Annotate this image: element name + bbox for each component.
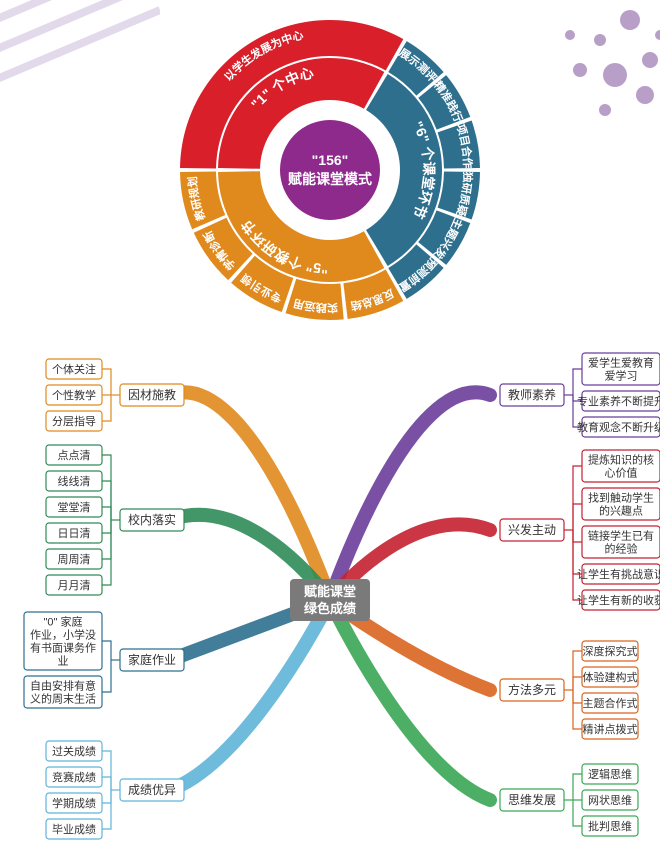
leaf-connector	[102, 790, 111, 829]
leaf-connector	[102, 641, 111, 660]
leaf-connector	[573, 774, 582, 800]
branch-label: 思维发展	[508, 792, 556, 807]
leaf-text: 堂堂清	[58, 501, 91, 514]
center-text-1: 赋能课堂	[304, 584, 356, 599]
leaf-connector	[102, 395, 111, 421]
core-circle	[280, 120, 380, 220]
leaf-text: 毕业成绩	[52, 823, 96, 836]
leaf-connector	[102, 751, 111, 790]
leaf-text: 让学生有新的收获	[577, 593, 660, 607]
leaf-connector	[102, 507, 111, 520]
decoration-top-right	[500, 0, 660, 160]
decoration-top-left	[0, 0, 160, 140]
leaf-connector	[102, 455, 111, 520]
leaf-text: 找到触动学生	[588, 491, 654, 505]
center-text-2: 绿色成绩	[304, 601, 356, 616]
core-text-2: 赋能课堂模式	[288, 171, 372, 187]
leaf-text: 个体关注	[52, 362, 96, 376]
leaf-connector	[102, 481, 111, 520]
leaf-connector	[573, 369, 582, 395]
leaf-text: 过关成绩	[52, 744, 96, 758]
leaf-text: 个性教学	[52, 388, 96, 402]
leaf-text: 周周清	[58, 553, 91, 566]
leaf-text: 心价值	[605, 467, 638, 480]
leaf-text: 义的周末生活	[30, 692, 96, 706]
leaf-text: 日日清	[58, 527, 91, 540]
branch-label: 方法多元	[508, 682, 556, 697]
leaf-text: 有书面课务作	[30, 641, 96, 655]
leaf-connector	[573, 690, 582, 729]
branch-label: 成绩优异	[128, 783, 176, 797]
leaf-text: 线线清	[58, 474, 91, 488]
leaf-text: 分层指导	[52, 414, 96, 428]
leaf-text: 链接学生已有	[588, 529, 654, 543]
leaf-connector	[573, 651, 582, 690]
leaf-connector	[573, 466, 582, 530]
branch-label: 家庭作业	[128, 652, 176, 667]
leaf-connector	[102, 520, 111, 585]
leaf-connector	[102, 369, 111, 395]
leaf-connector	[573, 530, 582, 600]
leaf-connector	[102, 520, 111, 559]
branch-label: 教师素养	[508, 387, 556, 402]
leaf-text: "0" 家庭	[44, 615, 83, 629]
leaf-connector	[102, 660, 111, 692]
leaf-text: 逻辑思维	[588, 767, 632, 781]
leaf-text: 提炼知识的核	[588, 453, 654, 467]
leaf-connector	[102, 520, 111, 533]
leaf-connector	[573, 504, 582, 530]
leaf-text: 批判思维	[588, 819, 632, 833]
leaf-text: 竞赛成绩	[52, 770, 96, 784]
leaf-text: 精讲点拨式	[583, 722, 638, 736]
leaf-text: 主题合作式	[583, 696, 638, 710]
leaf-text: 月月清	[58, 579, 91, 592]
leaf-text: 深度探究式	[583, 644, 638, 658]
leaf-text: 专业素养不断提升	[577, 394, 660, 408]
leaf-text: 爱学习	[605, 369, 638, 383]
leaf-text: 爱学生爱教育	[588, 356, 654, 370]
leaf-text: 业	[58, 655, 69, 668]
branch-label: 兴发主动	[508, 522, 556, 537]
leaf-text: 的经验	[605, 542, 638, 556]
leaf-connector	[573, 677, 582, 690]
mindmap-curve	[330, 600, 490, 800]
leaf-connector	[573, 800, 582, 826]
branch-label: 因材施教	[128, 387, 176, 402]
leaf-text: 作业，小学没	[30, 628, 96, 642]
leaf-connector	[573, 690, 582, 703]
leaf-text: 网状思维	[588, 793, 632, 807]
leaf-text: 学期成绩	[52, 796, 96, 810]
core-text-1: "156"	[312, 152, 349, 168]
branch-label: 校内落实	[128, 512, 176, 527]
leaf-connector	[573, 530, 582, 542]
leaf-text: 的兴趣点	[599, 504, 643, 518]
leaf-text: 点点清	[58, 449, 91, 462]
diagram-canvas: 以学生发展为中心展示测评精准践行项目合作独研质疑主题兴发预测前置反思总结实践运用…	[0, 0, 660, 864]
leaf-text: 教育观念不断升级	[577, 420, 660, 434]
leaf-connector	[102, 777, 111, 790]
outer-segment	[286, 279, 344, 320]
leaf-connector	[102, 790, 111, 803]
leaf-text: 让学生有挑战意识	[577, 567, 660, 581]
leaf-connector	[573, 530, 582, 574]
leaf-text: 自由安排有意	[30, 679, 96, 693]
leaf-text: 体验建构式	[583, 670, 638, 684]
